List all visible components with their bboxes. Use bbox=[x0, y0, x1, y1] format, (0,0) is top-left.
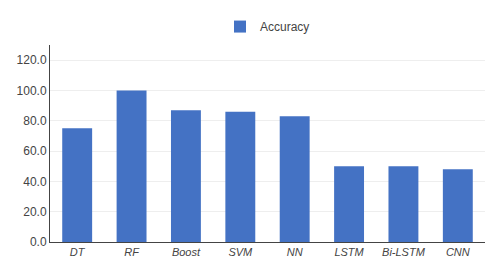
svg-text:120.0: 120.0 bbox=[17, 53, 47, 67]
svg-text:0.0: 0.0 bbox=[30, 235, 47, 249]
svg-text:RF: RF bbox=[124, 246, 140, 258]
svg-text:Bi-LSTM: Bi-LSTM bbox=[382, 246, 426, 258]
svg-text:80.0: 80.0 bbox=[23, 114, 47, 128]
svg-text:60.0: 60.0 bbox=[23, 144, 47, 158]
svg-text:LSTM: LSTM bbox=[334, 246, 364, 258]
svg-text:20.0: 20.0 bbox=[23, 205, 47, 219]
svg-text:Boost: Boost bbox=[172, 246, 201, 258]
svg-text:Accuracy: Accuracy bbox=[260, 20, 309, 34]
svg-text:CNN: CNN bbox=[446, 246, 470, 258]
svg-text:SVM: SVM bbox=[228, 246, 253, 258]
svg-text:40.0: 40.0 bbox=[23, 175, 47, 189]
svg-text:100.0: 100.0 bbox=[17, 84, 47, 98]
svg-text:NN: NN bbox=[287, 246, 303, 258]
svg-text:DT: DT bbox=[70, 246, 86, 258]
